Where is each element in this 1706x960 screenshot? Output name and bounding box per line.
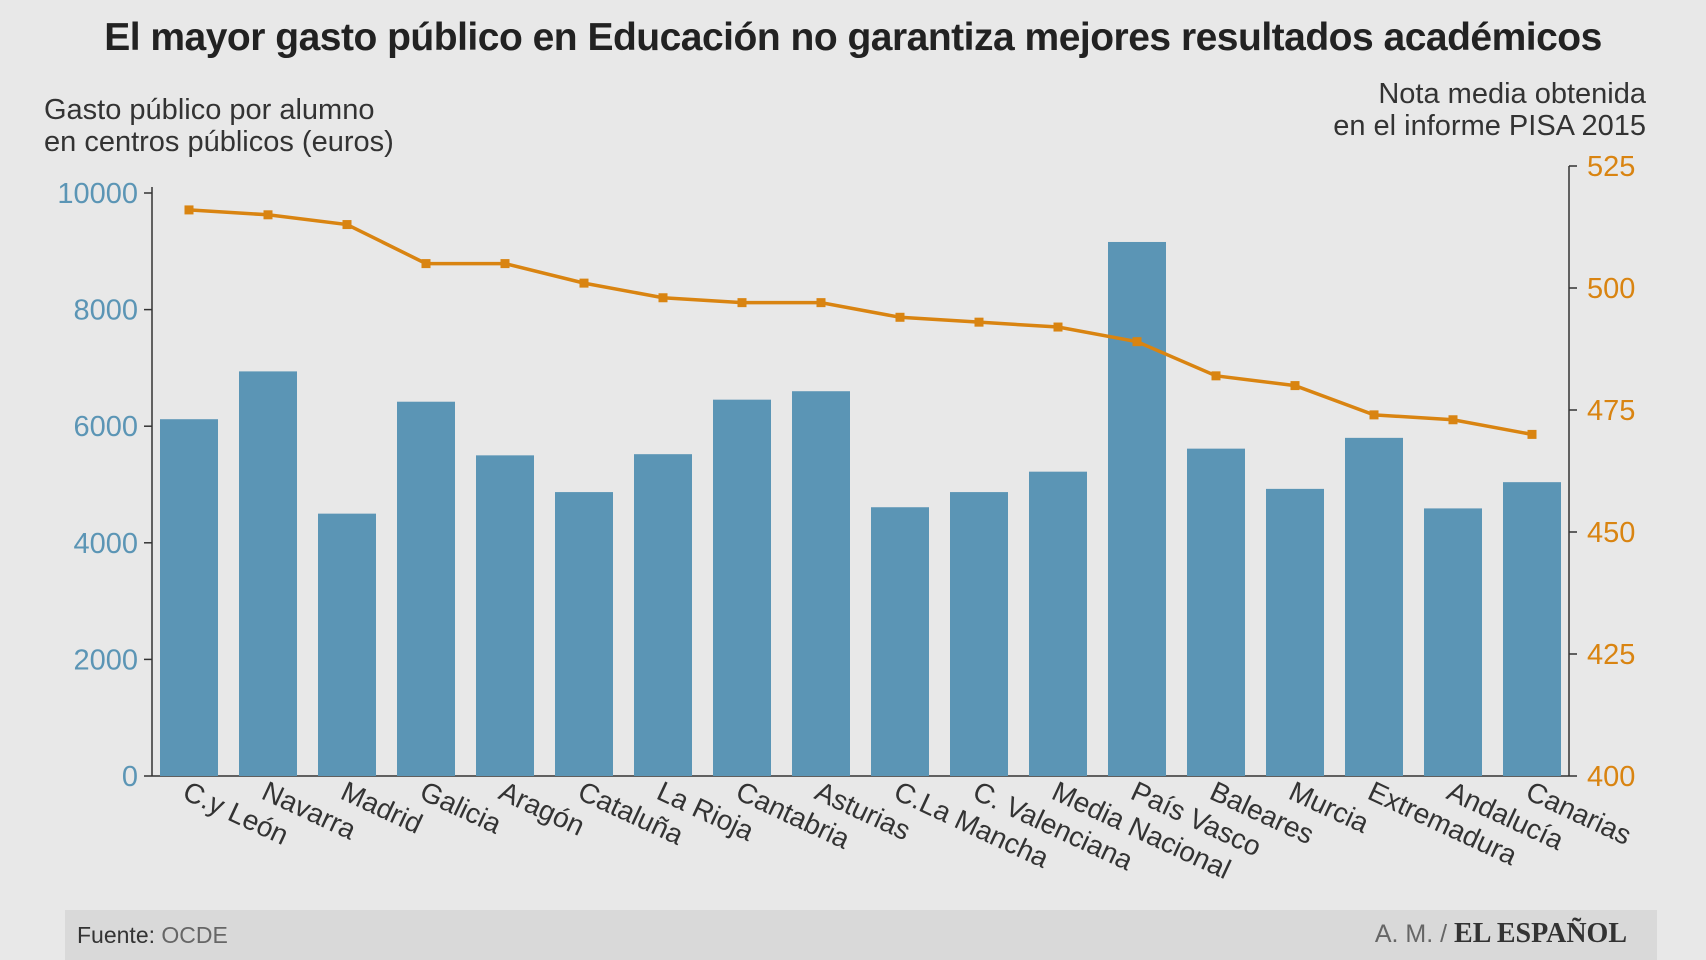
left-tick-label: 2000 <box>73 644 138 676</box>
line-point-16 <box>1448 415 1458 425</box>
right-axis-label: Nota media obtenida en el informe PISA 2… <box>1333 78 1646 142</box>
line-point-7 <box>737 298 747 308</box>
right-axis-label-line2: en el informe PISA 2015 <box>1333 110 1646 142</box>
line-point-14 <box>1290 381 1300 391</box>
brand-logo: EL ESPAÑOL <box>1454 918 1627 949</box>
bar-17 <box>1503 482 1561 776</box>
line-point-6 <box>658 293 668 303</box>
bar-12 <box>1108 241 1166 777</box>
source: Fuente: OCDE <box>77 922 228 949</box>
left-tick-label: 0 <box>122 761 138 793</box>
x-tick-label: Aragón <box>494 775 589 841</box>
bar-9 <box>871 507 929 776</box>
bar-7 <box>713 399 771 776</box>
bar-15 <box>1345 437 1403 776</box>
source-value: OCDE <box>161 922 228 948</box>
line-point-10 <box>974 317 984 327</box>
bar-10 <box>950 492 1008 776</box>
line-point-3 <box>421 259 431 269</box>
left-tick-label: 4000 <box>73 528 138 560</box>
line-point-2 <box>342 220 352 230</box>
bar-14 <box>1266 488 1324 776</box>
left-axis-label: Gasto público por alumno en centros públ… <box>44 94 394 158</box>
right-tick-label: 450 <box>1587 517 1635 549</box>
right-tick-label: 425 <box>1587 639 1635 671</box>
author: A. M. / <box>1374 920 1448 948</box>
bar-16 <box>1424 508 1482 776</box>
left-tick-label: 6000 <box>73 411 138 443</box>
bar-2 <box>318 513 376 776</box>
left-axis-label-line1: Gasto público por alumno <box>44 94 375 126</box>
right-axis-label-line1: Nota media obtenida <box>1378 78 1646 110</box>
bar-3 <box>397 401 455 776</box>
bar-11 <box>1029 471 1087 776</box>
right-tick-label: 525 <box>1587 151 1635 183</box>
line-point-12 <box>1132 337 1142 347</box>
line-point-0 <box>184 205 194 215</box>
right-tick-label: 500 <box>1587 273 1635 305</box>
line-point-4 <box>500 259 510 269</box>
line-point-13 <box>1211 371 1221 381</box>
x-tick-label: Galicia <box>415 775 506 839</box>
bar-13 <box>1187 448 1245 776</box>
bar-4 <box>476 455 534 776</box>
right-tick-label: 400 <box>1587 761 1635 793</box>
footer: Fuente: OCDE A. M. / EL ESPAÑOL <box>65 910 1657 960</box>
bar-6 <box>634 454 692 776</box>
line-point-15 <box>1369 410 1379 420</box>
source-label: Fuente: <box>77 922 155 948</box>
bar-1 <box>239 371 297 776</box>
left-tick-label: 8000 <box>73 295 138 327</box>
line-series-pisa <box>188 208 1533 437</box>
line-point-8 <box>816 298 826 308</box>
line-point-9 <box>895 312 905 322</box>
bar-5 <box>555 492 613 776</box>
line-point-17 <box>1527 429 1537 439</box>
right-tick-label: 475 <box>1587 395 1635 427</box>
credit: A. M. / EL ESPAÑOL <box>1375 918 1627 950</box>
line-point-11 <box>1053 322 1063 332</box>
line-point-1 <box>263 210 273 220</box>
bar-0 <box>160 419 218 776</box>
left-tick-label: 10000 <box>57 178 138 210</box>
line-point-5 <box>579 278 589 288</box>
left-axis-label-line2: en centros públicos (euros) <box>44 126 394 158</box>
chart-title: El mayor gasto público en Educación no g… <box>104 16 1602 59</box>
bar-8 <box>792 391 850 776</box>
